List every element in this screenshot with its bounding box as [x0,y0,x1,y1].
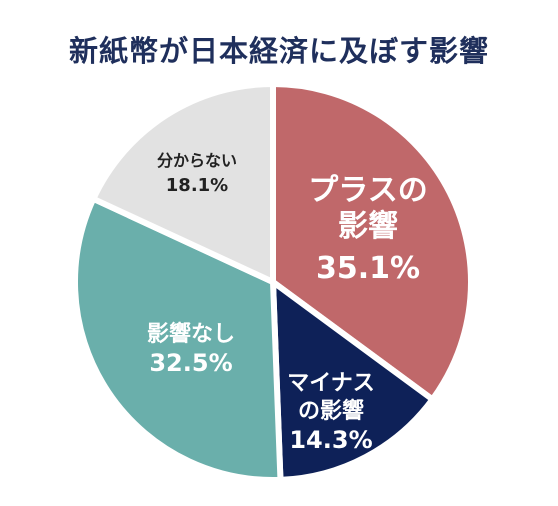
slice-value-label: 35.1% [316,251,420,286]
pie-slice [270,279,436,483]
slice-label-group: 分からない 18.1% [157,151,237,196]
slice-category-label: 分からない [157,151,237,170]
slice-category-label: の影響 [298,398,364,424]
slice-value-label: 32.5% [149,349,232,377]
slice-category-label: マイナス [287,371,375,396]
chart-title: 新紙幣が日本経済に及ぼす影響 [68,34,489,68]
slice-value-label: 14.3% [289,426,372,454]
pie-slice [90,81,276,285]
slice-category-label: 影響 [338,209,398,244]
pie-slice [72,195,284,483]
slice-category-label: 影響なし [147,321,235,347]
slice-value-label: 18.1% [166,175,228,196]
slice-category-label: プラスの [308,173,427,208]
pie-slice [270,81,474,403]
